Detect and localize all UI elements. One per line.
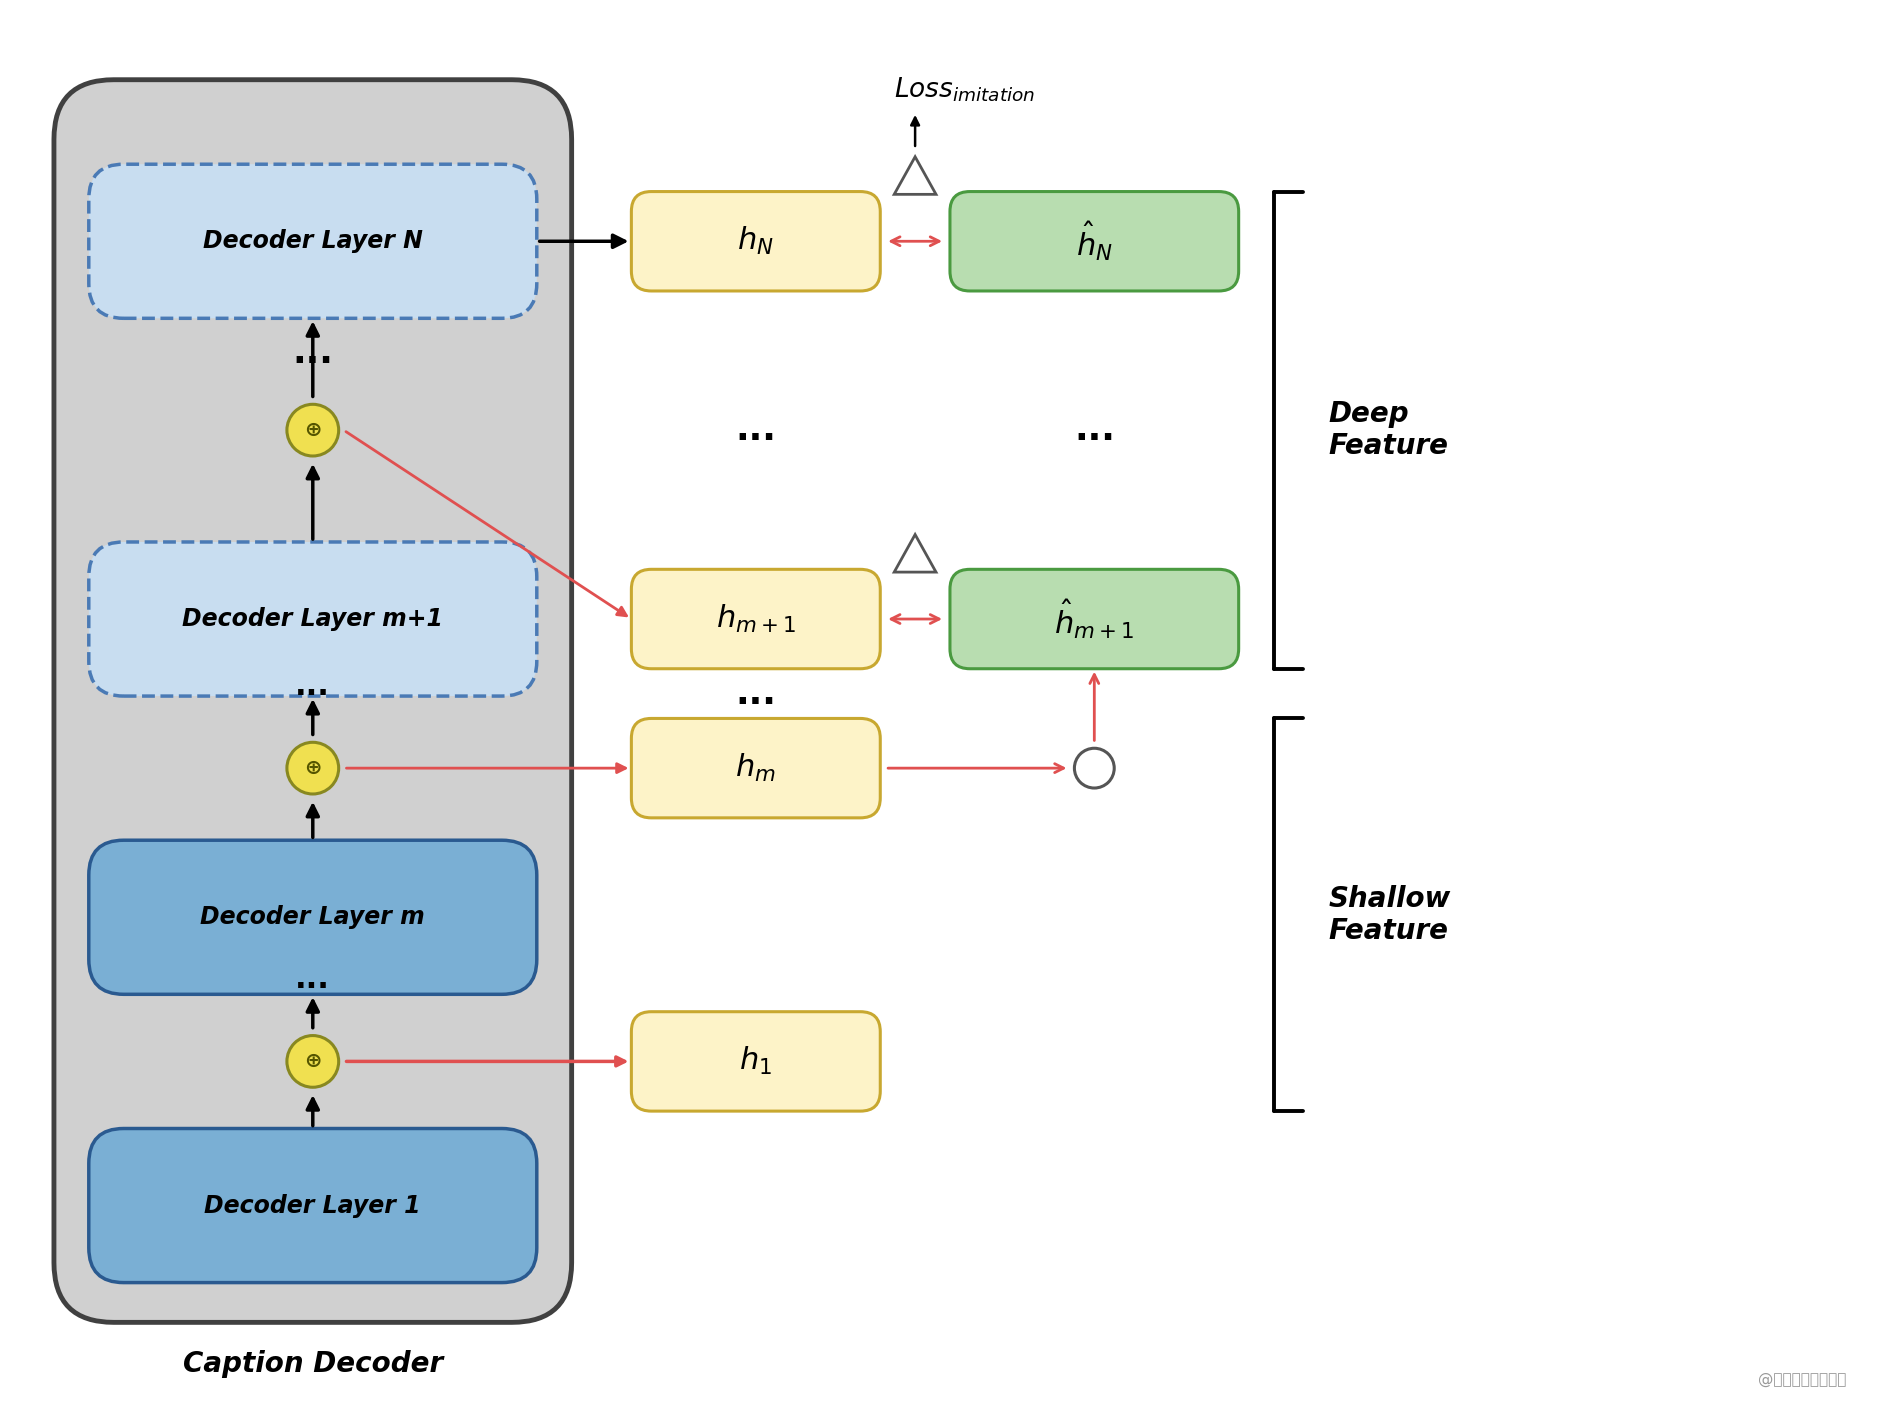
Text: Caption Decoder: Caption Decoder (182, 1351, 444, 1378)
FancyBboxPatch shape (88, 164, 538, 319)
Polygon shape (895, 534, 936, 572)
FancyBboxPatch shape (88, 1129, 538, 1283)
Text: $h_{m+1}$: $h_{m+1}$ (716, 603, 795, 636)
Circle shape (288, 1035, 338, 1087)
FancyBboxPatch shape (949, 569, 1239, 668)
FancyBboxPatch shape (632, 569, 880, 668)
Text: Deep
Feature: Deep Feature (1329, 399, 1448, 460)
Polygon shape (895, 157, 936, 194)
Text: ⊕: ⊕ (305, 758, 321, 779)
Circle shape (288, 405, 338, 456)
Text: $\hat{h}_N$: $\hat{h}_N$ (1075, 219, 1113, 263)
Text: Shallow
Feature: Shallow Feature (1329, 885, 1451, 944)
Text: ...: ... (295, 964, 331, 994)
Text: $Loss_{imitation}$: $Loss_{imitation}$ (895, 75, 1036, 103)
Text: $h_m$: $h_m$ (735, 752, 776, 784)
Text: ⊕: ⊕ (305, 421, 321, 440)
Text: ...: ... (735, 677, 776, 711)
FancyBboxPatch shape (632, 718, 880, 818)
Text: $\hat{h}_{m+1}$: $\hat{h}_{m+1}$ (1055, 598, 1134, 640)
FancyBboxPatch shape (632, 191, 880, 290)
FancyBboxPatch shape (88, 840, 538, 994)
Circle shape (1073, 748, 1115, 789)
Text: @稀土掘金技术社区: @稀土掘金技术社区 (1758, 1372, 1846, 1388)
Text: ⊕: ⊕ (305, 1052, 321, 1072)
Text: ...: ... (1073, 413, 1115, 447)
Text: $h_N$: $h_N$ (737, 225, 775, 258)
Text: Decoder Layer 1: Decoder Layer 1 (205, 1194, 421, 1218)
Text: ...: ... (293, 336, 333, 370)
FancyBboxPatch shape (949, 191, 1239, 290)
Text: Decoder Layer m+1: Decoder Layer m+1 (182, 607, 444, 632)
Text: ...: ... (735, 413, 776, 447)
FancyBboxPatch shape (88, 542, 538, 697)
Text: ...: ... (295, 671, 331, 701)
FancyBboxPatch shape (632, 1011, 880, 1112)
Circle shape (288, 742, 338, 794)
Text: $h_1$: $h_1$ (739, 1045, 773, 1078)
Text: Decoder Layer N: Decoder Layer N (203, 229, 423, 253)
FancyBboxPatch shape (55, 79, 572, 1323)
Text: Decoder Layer m: Decoder Layer m (201, 905, 425, 929)
